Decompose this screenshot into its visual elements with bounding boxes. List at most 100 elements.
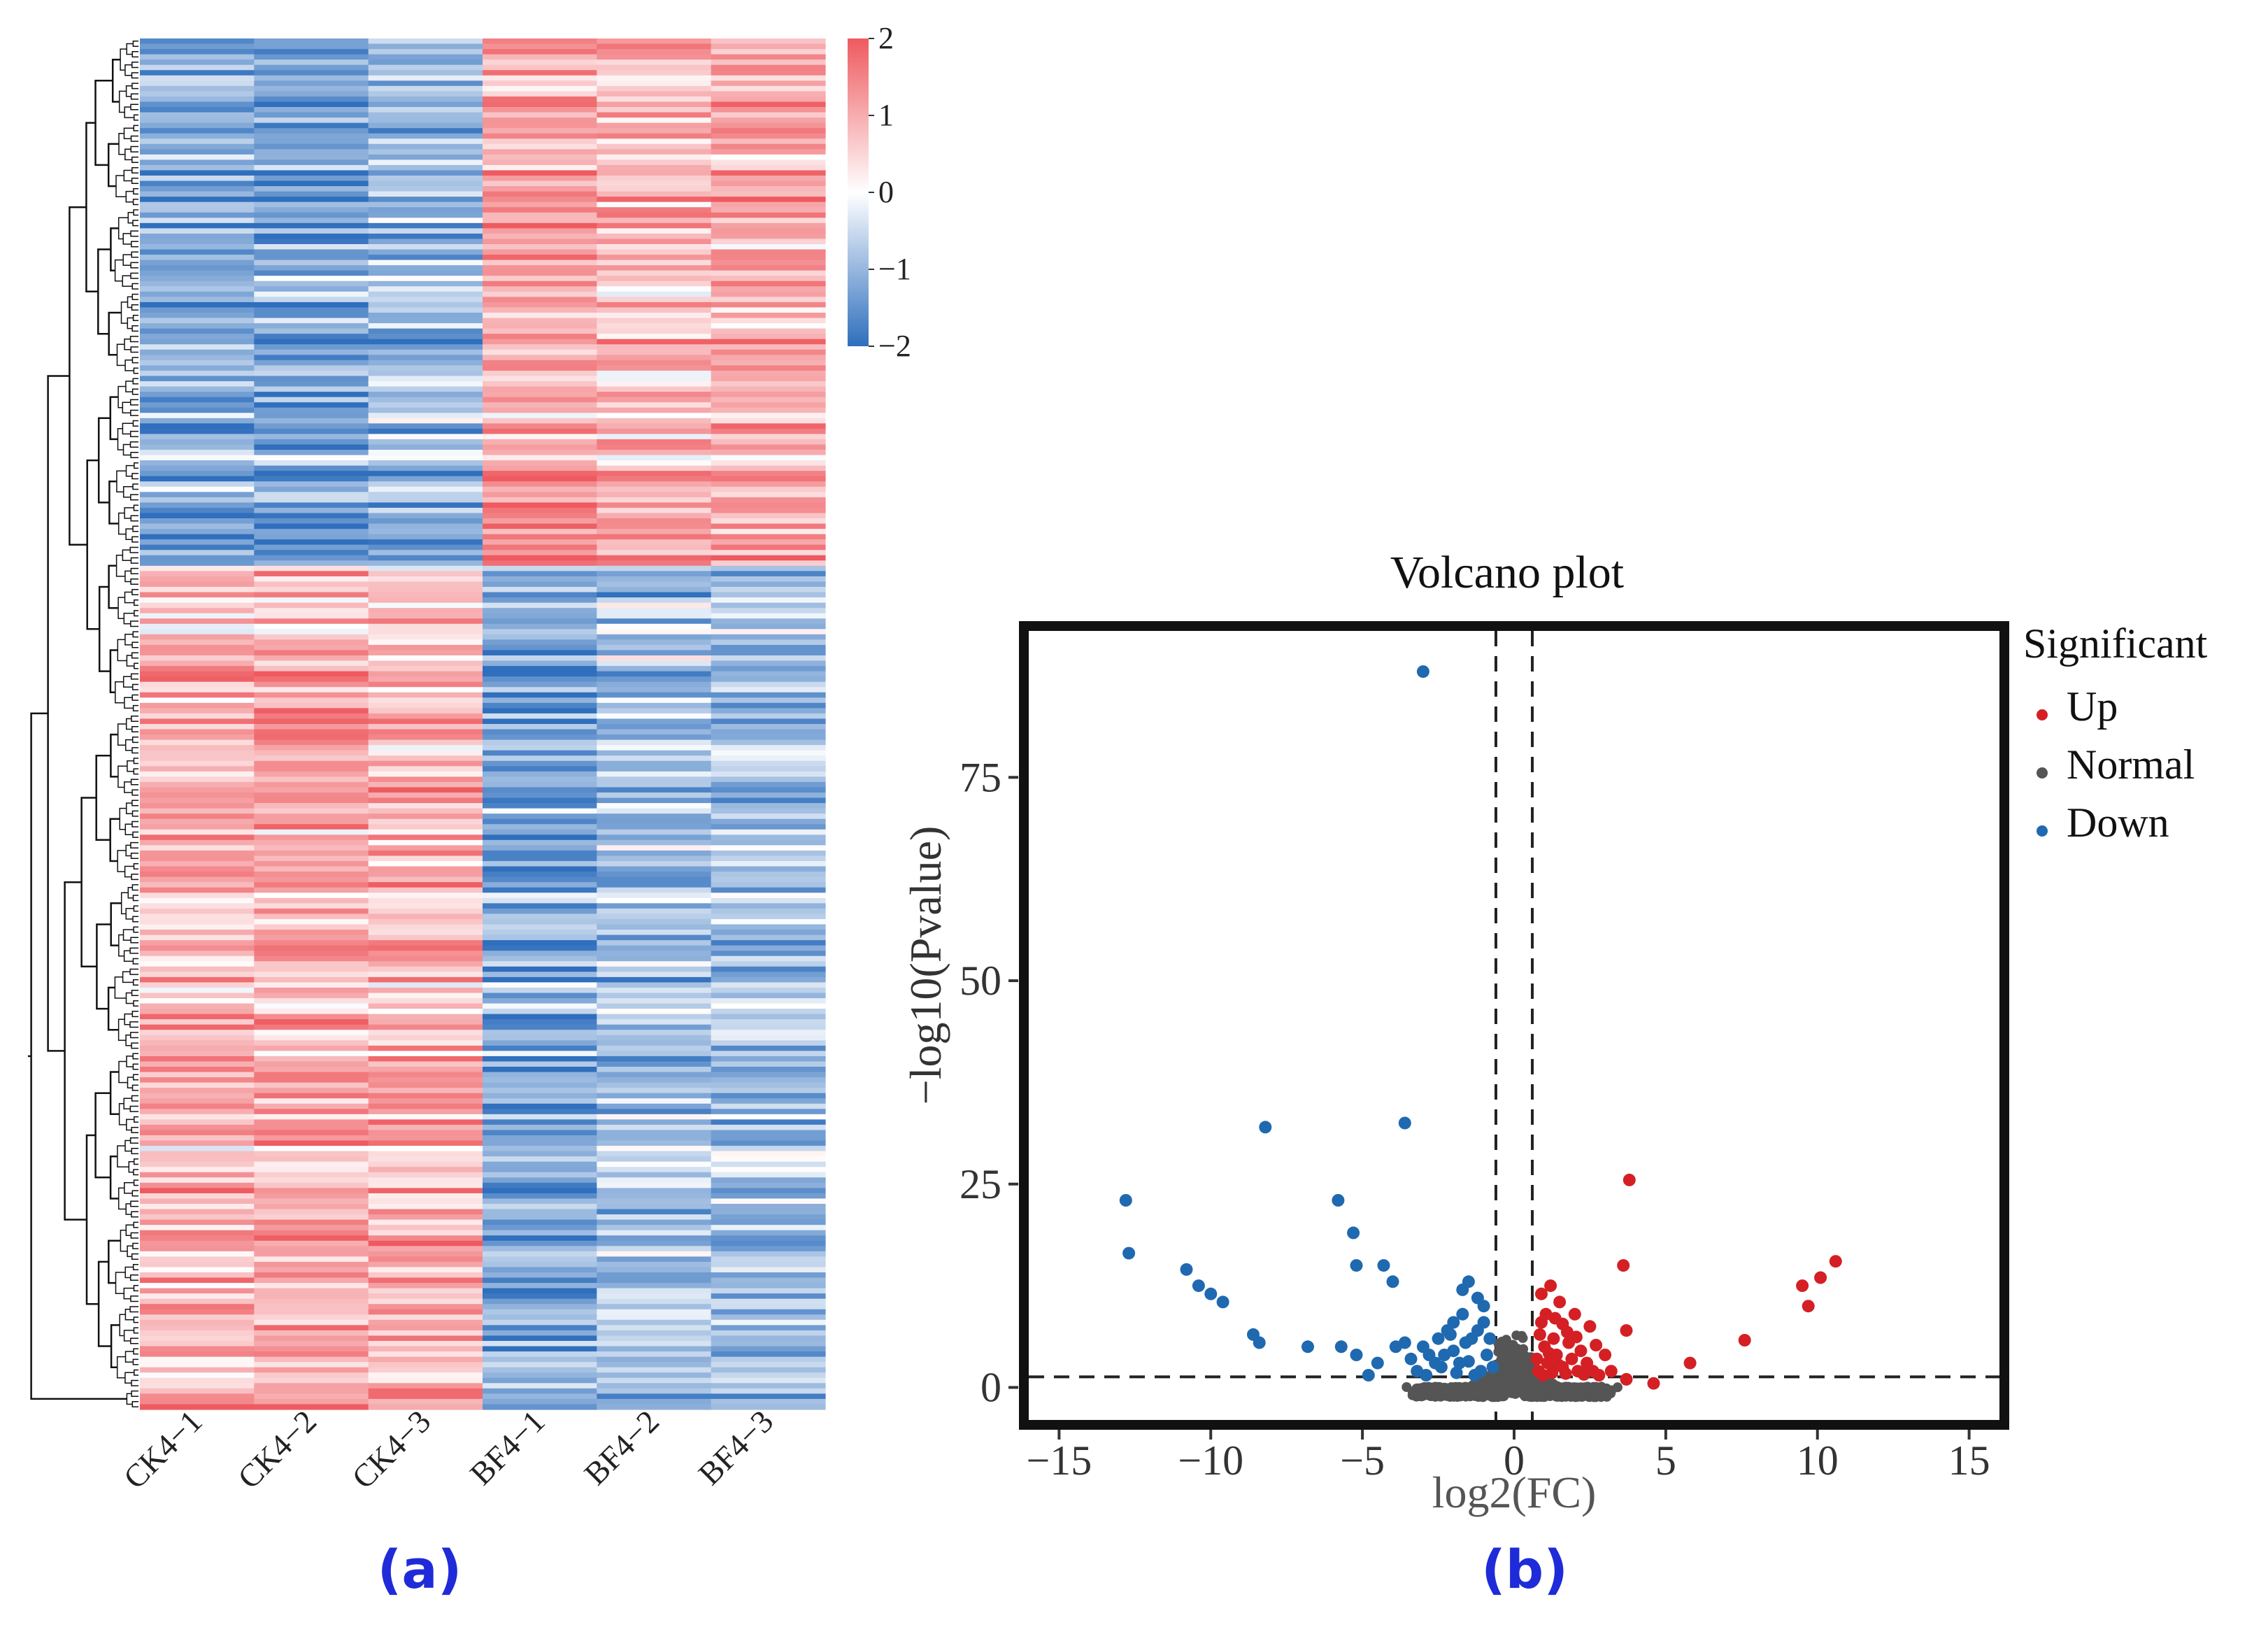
heatmap-cell (140, 1398, 255, 1405)
heatmap-cell (254, 222, 369, 229)
heatmap-cell (711, 507, 826, 514)
heatmap-cell (254, 49, 369, 55)
heatmap-cell (711, 1372, 826, 1379)
heatmap-cell (597, 1119, 712, 1125)
heatmap-cell (140, 872, 255, 878)
heatmap-cell (140, 1030, 255, 1036)
dendrogram-branch (117, 1187, 127, 1210)
panel-b-label: (b) (1481, 1538, 1568, 1600)
heatmap-cell (368, 708, 483, 714)
heatmap-cell (711, 724, 826, 730)
dendrogram-branch (132, 483, 138, 490)
heatmap-cell (711, 951, 826, 957)
heatmap-cell (368, 914, 483, 920)
heatmap-cell (483, 1045, 597, 1051)
heatmap-cell (254, 1319, 369, 1326)
heatmap-cell (368, 908, 483, 914)
heatmap-cell (597, 222, 712, 229)
dendrogram-branch (130, 779, 138, 786)
heatmap-cell (711, 687, 826, 693)
heatmap-cell (368, 486, 483, 492)
heatmap-cell (597, 655, 712, 662)
heatmap-cell (711, 908, 826, 914)
heatmap-cell (140, 101, 255, 108)
heatmap-cell (254, 876, 369, 883)
dendrogram-branch (129, 430, 138, 437)
heatmap-cell (140, 180, 255, 187)
heatmap-cell (368, 745, 483, 751)
heatmap-cell (597, 423, 712, 429)
volcano-point-down (1332, 1194, 1345, 1207)
heatmap-cell (711, 386, 826, 392)
heatmap-cell (483, 602, 597, 609)
dendrogram-branch (126, 1056, 134, 1067)
heatmap-cell (140, 1341, 255, 1347)
volcano-point-down (1477, 1300, 1490, 1313)
heatmap-cell (368, 982, 483, 988)
dendrogram-branch (133, 1000, 138, 1007)
heatmap-cell (368, 940, 483, 946)
heatmap-cell (254, 1124, 369, 1131)
volcano-point-normal (1532, 1383, 1542, 1393)
heatmap-cell (254, 729, 369, 735)
heatmap-cell (711, 1056, 826, 1063)
heatmap-cell (254, 529, 369, 535)
heatmap-cell (483, 249, 597, 255)
heatmap-cell (254, 1251, 369, 1257)
heatmap-cell (597, 513, 712, 519)
heatmap-cell (368, 793, 483, 799)
heatmap-cell (711, 1198, 826, 1205)
heatmap-cell (254, 882, 369, 888)
heatmap-cell (140, 697, 255, 704)
heatmap-cell (711, 1272, 826, 1279)
heatmap-cell (140, 244, 255, 250)
heatmap-cell (597, 998, 712, 1004)
heatmap-cell (368, 370, 483, 377)
heatmap-cell (483, 101, 597, 108)
heatmap-cell (254, 1230, 369, 1236)
heatmap-cell (368, 897, 483, 904)
heatmap-cell (483, 708, 597, 714)
volcano-point-normal (1524, 1386, 1534, 1397)
heatmap-cell (483, 1109, 597, 1115)
heatmap-cell (597, 634, 712, 640)
heatmap-cell (254, 159, 369, 166)
heatmap-cell (368, 1124, 483, 1131)
heatmap-cell (597, 930, 712, 936)
dendrogram-branch (125, 464, 134, 477)
heatmap-cell (254, 1088, 369, 1094)
heatmap-cell (368, 687, 483, 693)
heatmap-cell (368, 143, 483, 150)
x-tick-label: 5 (1655, 1437, 1676, 1484)
heatmap-cell (597, 1172, 712, 1178)
heatmap-cell (711, 344, 826, 350)
heatmap-cell (140, 191, 255, 197)
volcano-point-up (1617, 1259, 1630, 1272)
heatmap-cell (711, 581, 826, 588)
heatmap-cell (140, 513, 255, 519)
heatmap-cell (597, 839, 712, 846)
heatmap-cell (483, 544, 597, 550)
heatmap-cell (597, 793, 712, 799)
heatmap-cell (483, 539, 597, 546)
heatmap-cell (140, 613, 255, 619)
dendrogram-branch (133, 188, 138, 195)
dendrogram-branch (120, 48, 127, 71)
heatmap-cell (140, 64, 255, 71)
heatmap-cell (597, 976, 712, 983)
heatmap-cell (140, 286, 255, 292)
heatmap-cell (254, 434, 369, 440)
heatmap-cell (711, 1209, 826, 1215)
heatmap-cell (597, 96, 712, 103)
heatmap-cell (711, 1156, 826, 1163)
legend-marker-up (2037, 709, 2048, 720)
heatmap-cell (597, 1082, 712, 1088)
heatmap-cell (597, 776, 712, 783)
dendrogram-branch (132, 199, 138, 206)
dendrogram-branch (108, 311, 122, 356)
heatmap-cell (597, 460, 712, 467)
heatmap-cell (597, 1072, 712, 1078)
heatmap-cell (483, 1156, 597, 1163)
heatmap-cell (368, 955, 483, 962)
